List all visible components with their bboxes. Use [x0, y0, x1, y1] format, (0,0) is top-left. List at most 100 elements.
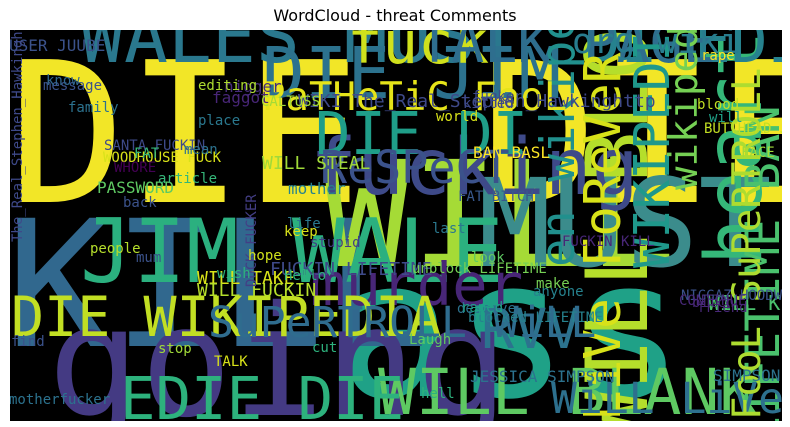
word-28: FooL SuPeRTROLL	[725, 68, 770, 420]
word-82: keep	[284, 224, 318, 240]
word-88: will	[709, 110, 743, 126]
word-94: cut	[312, 340, 337, 356]
word-47: FUCKIN KILL	[562, 234, 655, 250]
word-81: article	[158, 171, 217, 187]
word-73: world	[436, 109, 478, 125]
word-13: DI EDIE	[584, 30, 782, 77]
word-19: TALK PAGE	[418, 30, 716, 75]
word-54: The_Real_Stephen_Hawkinghttp	[10, 30, 26, 242]
word-29: PaTHeTiC FooL	[262, 75, 567, 120]
word-26: WiLL LiVe	[551, 374, 782, 421]
word-1: ass	[338, 219, 685, 421]
word-21: LiVe FoReVeR	[574, 52, 633, 421]
word-38: SIMPSON NIGGAZ	[713, 366, 782, 385]
word-84: life	[287, 216, 321, 232]
word-61: killed	[463, 96, 514, 112]
word-70: friend	[697, 300, 748, 316]
word-44: USER JUUBE	[10, 36, 105, 55]
word-77: message	[43, 78, 102, 94]
word-68: raped	[461, 300, 503, 316]
word-43: nigger	[224, 77, 282, 96]
word-8: heart	[690, 30, 780, 265]
word-60: Hello	[284, 268, 326, 284]
word-91: Laugh	[409, 332, 451, 348]
chart-title: WordCloud - threat Comments	[273, 6, 517, 25]
word-66: deserve	[457, 301, 516, 317]
word-67: stupid	[310, 235, 361, 251]
word-49: SANTA FUCKIN	[104, 138, 205, 154]
word-35: WILL FUCKIN	[197, 280, 316, 301]
word-7: WILL BLOCK	[568, 30, 668, 421]
word-96: find	[11, 334, 45, 350]
word-87: make	[536, 276, 570, 292]
word-64: hope	[248, 248, 282, 264]
word-24: en wikipedia	[531, 30, 586, 267]
word-63: bitch	[692, 295, 734, 311]
word-59: FAT BITCH	[458, 189, 534, 205]
word-48: NIGGAZ HOODWHORE	[681, 288, 782, 304]
word-36: FUCKIN LIFETIME	[270, 259, 433, 280]
word-25: ReSPeCT	[320, 141, 510, 194]
word-33: WILL STEAL	[262, 153, 371, 174]
word-14: EDIE DIE	[120, 364, 404, 421]
word-72: rape	[701, 48, 735, 64]
word-57: WHORE	[114, 160, 156, 176]
word-69: anyone	[533, 284, 584, 300]
word-34: WILL TAKE	[197, 268, 295, 289]
word-46: BUTTHEAD JESSICA	[704, 121, 782, 137]
word-27: SuPeRTROLL WiLL	[208, 298, 596, 348]
word-56: motherfucker	[10, 392, 110, 408]
word-71: blood	[697, 97, 739, 113]
word-78: know	[46, 73, 80, 89]
word-3: going	[48, 274, 509, 421]
word-52: unblock LIFETIME	[412, 261, 547, 277]
word-90: wish	[217, 266, 251, 282]
word-89: mum	[136, 250, 161, 266]
word-45: BAN BASL	[473, 143, 550, 162]
word-51: DUCK FUCKER	[244, 194, 260, 287]
word-50: WOODHOUSE FUCK	[103, 150, 222, 166]
word-18: DIE WIKIPEDIA	[11, 285, 441, 349]
word-32: WILL KILL	[708, 291, 782, 315]
word-15: murder	[310, 250, 523, 319]
word-42: faggot	[212, 88, 270, 107]
word-75: editing	[198, 78, 257, 94]
word-4: WILL	[322, 130, 676, 301]
word-10: WALES MUST	[80, 30, 520, 80]
word-0: DIE DIE	[10, 30, 782, 249]
word-53: CONTINUE	[679, 293, 746, 309]
word-95: FAT	[134, 146, 160, 162]
word-12: WILL BLANK	[378, 356, 757, 421]
word-31: org wiki	[572, 30, 741, 62]
word-11: DIE JIM	[262, 32, 561, 115]
word-92: TALK	[214, 354, 248, 370]
word-17: fuck	[347, 30, 489, 77]
word-79: place	[198, 113, 240, 129]
word-58: CALTUSS	[261, 94, 320, 110]
word-93: stop	[158, 341, 192, 357]
word-23: LIFETIME BAN	[736, 105, 782, 421]
word-85: last	[432, 221, 466, 237]
word-65: people	[90, 241, 141, 257]
word-83: back	[123, 195, 157, 211]
word-55: blocked LIFETIME	[468, 310, 603, 326]
word-39: JESSICA SIMPSON	[470, 367, 615, 386]
word-20: RVV	[481, 297, 580, 361]
word-76: family	[68, 100, 119, 116]
word-30: wikipedia org	[662, 30, 707, 190]
word-86: look	[471, 250, 505, 266]
word-16: DIE DI	[315, 99, 528, 168]
word-2: KILL	[10, 183, 430, 388]
word-22: WIKIPEDIA DIE	[624, 30, 681, 268]
word-6: JIM WALE	[80, 200, 504, 303]
word-37: WIKI The_Real_Stephen_Hawkinghttp	[298, 91, 656, 112]
word-74: fucker	[472, 89, 523, 105]
word-80: mean	[184, 142, 218, 158]
word-41: PASSWORD	[97, 178, 174, 197]
word-5: MUST DIE	[478, 153, 782, 295]
word-62: FACE	[741, 145, 775, 161]
word-97: hell	[421, 386, 455, 402]
word-40: mother	[288, 179, 346, 198]
